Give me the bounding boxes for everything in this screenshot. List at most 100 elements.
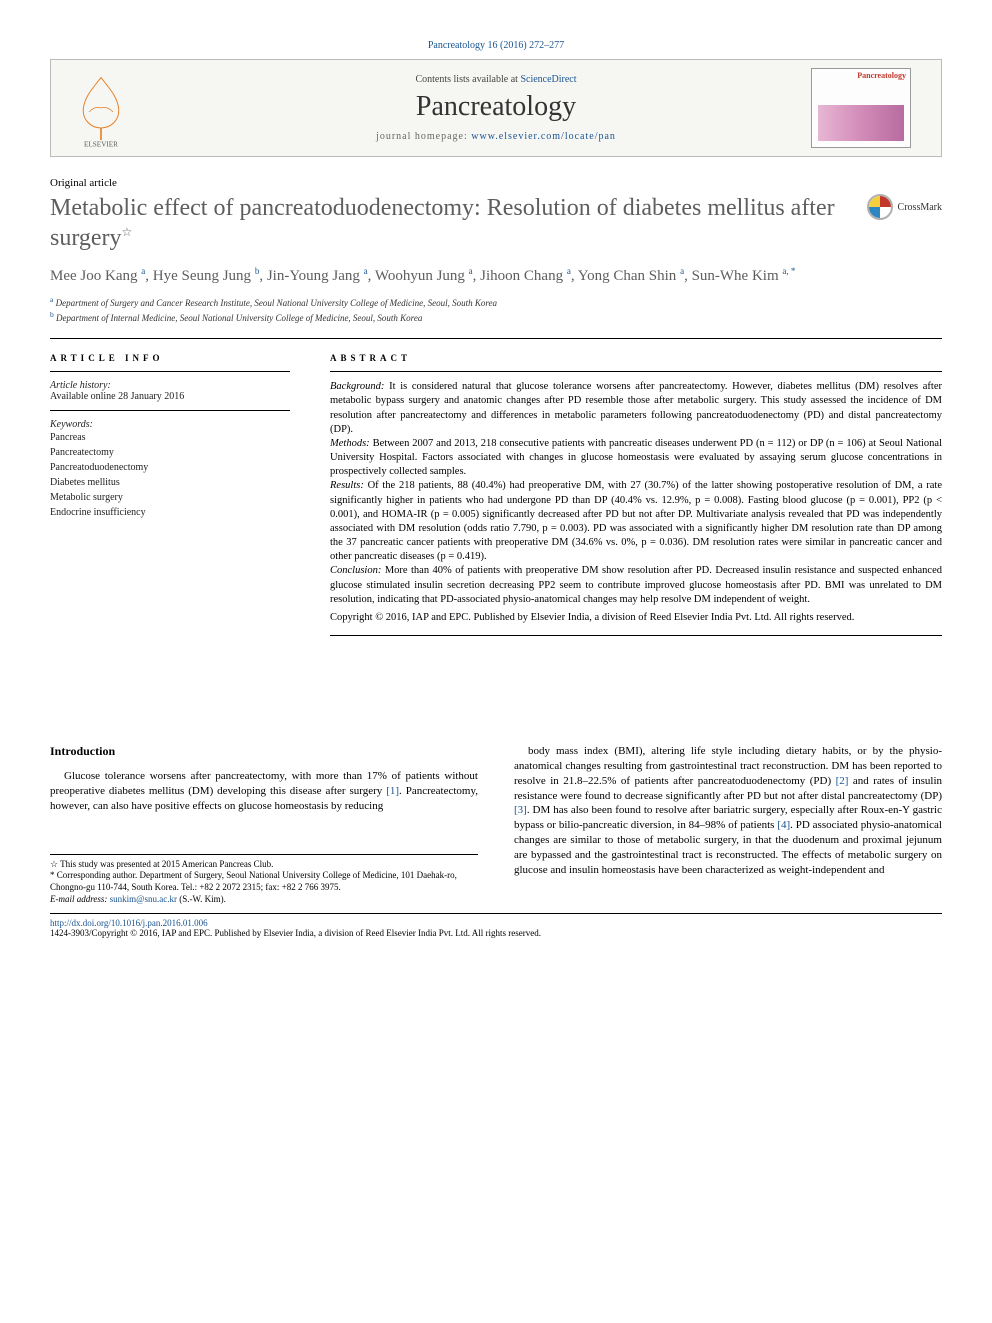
- abstract-copyright: Copyright © 2016, IAP and EPC. Published…: [330, 611, 942, 625]
- svg-text:ELSEVIER: ELSEVIER: [84, 140, 118, 148]
- email-label: E-mail address:: [50, 894, 107, 904]
- abstract-text: More than 40% of patients with preoperat…: [330, 565, 942, 604]
- crossmark-icon: [866, 193, 894, 221]
- keyword: Diabetes mellitus: [50, 475, 290, 490]
- journal-name: Pancreatology: [181, 91, 811, 123]
- affiliations: a Department of Surgery and Cancer Resea…: [50, 295, 942, 324]
- abstract-subhead: Results:: [330, 480, 364, 491]
- abstract-text: Of the 218 patients, 88 (40.4%) had preo…: [330, 480, 942, 562]
- citation-ref[interactable]: [2]: [836, 775, 849, 787]
- abstract-methods: Methods: Between 2007 and 2013, 218 cons…: [330, 437, 942, 480]
- author-name: Mee Joo Kang: [50, 268, 137, 284]
- keyword: Pancreas: [50, 430, 290, 445]
- article-info-column: ARTICLE INFO Article history: Available …: [50, 353, 290, 644]
- author-name: Jihoon Chang: [480, 268, 563, 284]
- keyword: Pancreatoduodenectomy: [50, 460, 290, 475]
- author-aff: a: [364, 266, 368, 276]
- cover-thumb-image: [818, 105, 904, 141]
- keyword: Pancreatectomy: [50, 445, 290, 460]
- cover-thumb-title: Pancreatology: [812, 69, 910, 82]
- author-name: Sun-Whe Kim: [692, 268, 779, 284]
- body-columns: Introduction Glucose tolerance worsens a…: [50, 744, 942, 905]
- author: Mee Joo Kang a: [50, 268, 145, 284]
- abstract-subhead: Conclusion:: [330, 565, 381, 576]
- divider: [330, 371, 942, 372]
- homepage-prefix: journal homepage:: [376, 131, 471, 142]
- author-list: Mee Joo Kang a, Hye Seung Jung b, Jin-Yo…: [50, 265, 942, 287]
- author-name: Hye Seung Jung: [153, 268, 251, 284]
- abstract-subhead: Background:: [330, 381, 384, 392]
- abstract-heading: ABSTRACT: [330, 353, 942, 363]
- article-info-heading: ARTICLE INFO: [50, 353, 290, 363]
- affiliation-text: Department of Surgery and Cancer Researc…: [56, 298, 497, 308]
- body-col-right: body mass index (BMI), altering life sty…: [514, 744, 942, 905]
- intro-text: body mass index (BMI), altering life sty…: [514, 745, 942, 876]
- journal-cover-thumb: Pancreatology: [811, 68, 911, 148]
- author: Hye Seung Jung b: [153, 268, 260, 284]
- abstract-results: Results: Of the 218 patients, 88 (40.4%)…: [330, 479, 942, 564]
- author: Yong Chan Shin a: [578, 268, 684, 284]
- citation-ref[interactable]: [4]: [777, 819, 790, 831]
- doi-link[interactable]: http://dx.doi.org/10.1016/j.pan.2016.01.…: [50, 918, 208, 928]
- abstract-text: Between 2007 and 2013, 218 consecutive p…: [330, 438, 942, 477]
- crossmark-label: CrossMark: [898, 202, 942, 213]
- author-name: Yong Chan Shin: [578, 268, 677, 284]
- article-title-text: Metabolic effect of pancreatoduodenectom…: [50, 195, 835, 251]
- footnote-text: Corresponding author. Department of Surg…: [50, 870, 457, 892]
- author-aff: a: [469, 266, 473, 276]
- journal-homepage-line: journal homepage: www.elsevier.com/locat…: [181, 131, 811, 142]
- author: Jin-Young Jang a: [267, 268, 368, 284]
- author-name: Jin-Young Jang: [267, 268, 360, 284]
- article-history-label: Article history:: [50, 380, 290, 391]
- footnote-text: This study was presented at 2015 America…: [60, 859, 273, 869]
- citation-ref[interactable]: [3]: [514, 804, 527, 816]
- author-aff: a, *: [782, 266, 795, 276]
- affiliation-b: b Department of Internal Medicine, Seoul…: [50, 310, 942, 325]
- abstract-text: It is considered natural that glucose to…: [330, 381, 942, 435]
- elsevier-logo: ELSEVIER: [61, 68, 181, 148]
- footnote-star: ☆ This study was presented at 2015 Ameri…: [50, 859, 478, 871]
- author-aff: a: [680, 266, 684, 276]
- abstract-column: ABSTRACT Background: It is considered na…: [330, 353, 942, 644]
- divider: [330, 635, 942, 636]
- page-footer: http://dx.doi.org/10.1016/j.pan.2016.01.…: [50, 913, 942, 938]
- affiliation-a: a Department of Surgery and Cancer Resea…: [50, 295, 942, 310]
- intro-para-2: body mass index (BMI), altering life sty…: [514, 744, 942, 878]
- article-title: Metabolic effect of pancreatoduodenectom…: [50, 193, 854, 253]
- keywords-label: Keywords:: [50, 419, 290, 430]
- author-name: Woohyun Jung: [375, 268, 465, 284]
- keyword: Endocrine insufficiency: [50, 505, 290, 520]
- author: Sun-Whe Kim a, *: [692, 268, 796, 284]
- article-type: Original article: [50, 177, 942, 189]
- author-aff: b: [255, 266, 260, 276]
- contents-prefix: Contents lists available at: [415, 74, 520, 85]
- contents-available-line: Contents lists available at ScienceDirec…: [181, 74, 811, 85]
- corresponding-email-link[interactable]: sunkim@snu.ac.kr: [110, 894, 177, 904]
- issn-copyright-line: 1424-3903/Copyright © 2016, IAP and EPC.…: [50, 928, 942, 938]
- divider: [50, 371, 290, 372]
- author-aff: a: [567, 266, 571, 276]
- intro-heading: Introduction: [50, 744, 478, 759]
- divider: [50, 410, 290, 411]
- citation-ref[interactable]: [1]: [386, 785, 399, 797]
- author: Jihoon Chang a: [480, 268, 571, 284]
- intro-text: Glucose tolerance worsens after pancreat…: [50, 770, 478, 812]
- citation-line: Pancreatology 16 (2016) 272–277: [50, 40, 942, 51]
- abstract-subhead: Methods:: [330, 438, 370, 449]
- keywords-list: Pancreas Pancreatectomy Pancreatoduodene…: [50, 430, 290, 520]
- journal-homepage-link[interactable]: www.elsevier.com/locate/pan: [471, 131, 616, 142]
- intro-para-1: Glucose tolerance worsens after pancreat…: [50, 769, 478, 814]
- footnote-email: E-mail address: sunkim@snu.ac.kr (S.-W. …: [50, 894, 478, 906]
- body-col-left: Introduction Glucose tolerance worsens a…: [50, 744, 478, 905]
- journal-masthead: ELSEVIER Contents lists available at Sci…: [50, 59, 942, 157]
- sciencedirect-link[interactable]: ScienceDirect: [520, 74, 576, 85]
- keyword: Metabolic surgery: [50, 490, 290, 505]
- abstract-background: Background: It is considered natural tha…: [330, 380, 942, 437]
- affiliation-text: Department of Internal Medicine, Seoul N…: [56, 313, 422, 323]
- crossmark-badge[interactable]: CrossMark: [866, 193, 942, 221]
- title-footnote-marker: ☆: [122, 225, 133, 239]
- article-history-value: Available online 28 January 2016: [50, 391, 290, 402]
- author: Woohyun Jung a: [375, 268, 473, 284]
- footnote-corresponding: * Corresponding author. Department of Su…: [50, 870, 478, 893]
- author-aff: a: [141, 266, 145, 276]
